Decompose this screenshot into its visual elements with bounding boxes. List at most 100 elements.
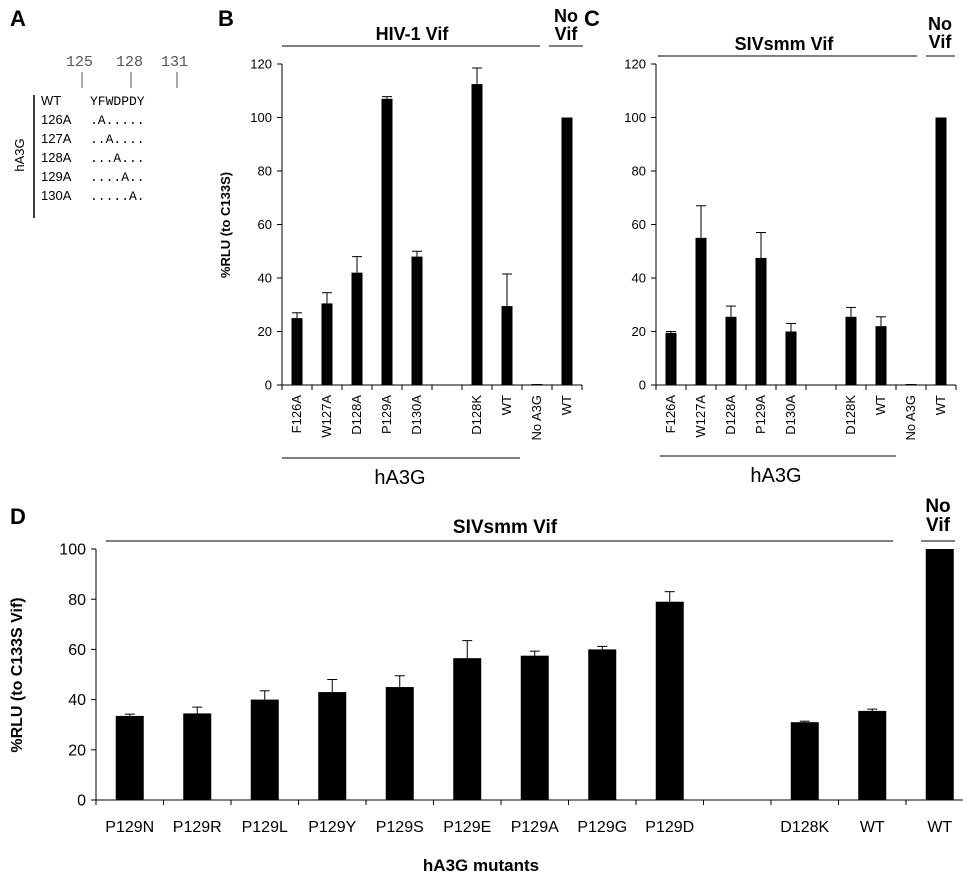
panel-d-novif-label-1: No bbox=[925, 496, 950, 517]
alignment-group-label: hA3G bbox=[12, 138, 27, 171]
x-tick-label: P129S bbox=[376, 819, 424, 836]
panel-c-novif-label-1: No bbox=[928, 14, 952, 34]
bar bbox=[785, 331, 797, 385]
panel-b-chart: HIV-1 Vif No Vif %RLU (to C133S) 0 20 40 60… bbox=[218, 6, 583, 489]
bar bbox=[321, 303, 333, 385]
y-tick-label: 40 bbox=[632, 271, 646, 286]
panel-letter-c: C bbox=[584, 6, 600, 31]
y-tick-label: 80 bbox=[632, 164, 646, 179]
bar bbox=[725, 316, 737, 385]
bar bbox=[385, 687, 414, 800]
bar bbox=[291, 318, 303, 385]
panel-letter-d: D bbox=[10, 504, 26, 529]
panel-c-bars bbox=[665, 117, 947, 385]
x-tick-label: P129A bbox=[379, 395, 394, 434]
position-label-125: 125 bbox=[66, 54, 93, 71]
x-tick-label: WT bbox=[873, 395, 888, 415]
y-tick-label: 80 bbox=[258, 164, 272, 179]
bar bbox=[935, 117, 947, 385]
x-tick-label: No A3G bbox=[529, 395, 544, 441]
panel-d-axes: 0 20 40 60 80 100 P129N P129R P129L P129Y P129S P12… bbox=[59, 542, 963, 836]
bar bbox=[411, 256, 423, 385]
alignment-row-sequence: .A..... bbox=[90, 113, 145, 128]
bar bbox=[318, 692, 347, 800]
panel-b-bottom-group-label: hA3G bbox=[374, 467, 425, 489]
y-tick-label: 100 bbox=[250, 110, 272, 125]
panel-b-y-axis-label: %RLU (to C133S) bbox=[218, 172, 233, 278]
x-tick-label: W127A bbox=[693, 395, 708, 438]
y-tick-label: 40 bbox=[68, 692, 86, 709]
panel-a-alignment: 125 128 131 hA3G WT YFWDPDY 126A .A..... 127… bbox=[12, 54, 188, 218]
bar bbox=[183, 713, 212, 800]
panel-d-group-label: SIVsmm Vif bbox=[453, 517, 558, 538]
panel-d-bars bbox=[115, 549, 954, 800]
y-tick-label: 40 bbox=[258, 271, 272, 286]
bar bbox=[453, 658, 482, 800]
x-tick-label: F126A bbox=[289, 395, 304, 434]
bar bbox=[471, 84, 483, 385]
position-label-131: 131 bbox=[161, 54, 188, 71]
alignment-row-name: 130A bbox=[41, 188, 72, 203]
bar bbox=[250, 699, 279, 800]
y-tick-label: 100 bbox=[59, 542, 86, 559]
panel-c-chart: SIVsmm Vif No Vif 0 20 40 60 80 100 120 F126A W1… bbox=[624, 14, 957, 487]
y-tick-label: 60 bbox=[632, 217, 646, 232]
alignment-row-name: 129A bbox=[41, 169, 72, 184]
x-tick-label: WT bbox=[499, 395, 514, 415]
y-tick-label: 100 bbox=[624, 110, 646, 125]
bar bbox=[905, 384, 917, 385]
alignment-row-name: WT bbox=[41, 93, 61, 108]
y-tick-label: 0 bbox=[265, 378, 272, 393]
x-tick-label: W127A bbox=[319, 395, 334, 438]
x-tick-label: WT bbox=[860, 819, 885, 836]
alignment-row-name: 127A bbox=[41, 131, 72, 146]
y-tick-label: 60 bbox=[258, 217, 272, 232]
y-tick-label: 80 bbox=[68, 592, 86, 609]
x-tick-label: P129N bbox=[105, 819, 154, 836]
panel-b-novif-label-1: No bbox=[554, 6, 578, 26]
x-tick-label: D128K bbox=[469, 395, 484, 435]
bar bbox=[531, 384, 543, 385]
x-tick-label: P129Y bbox=[308, 819, 356, 836]
bar bbox=[790, 722, 819, 800]
y-tick-label: 20 bbox=[632, 324, 646, 339]
panel-d-y-axis-label: %RLU (to C133S Vif) bbox=[9, 597, 26, 752]
panel-c-bottom-group-label: hA3G bbox=[750, 465, 801, 487]
bar bbox=[655, 601, 684, 800]
panel-letter-b: B bbox=[218, 6, 234, 31]
x-tick-label: P129L bbox=[242, 819, 288, 836]
y-tick-label: 20 bbox=[258, 324, 272, 339]
x-tick-label: D128K bbox=[780, 819, 829, 836]
bar bbox=[381, 98, 393, 386]
bar bbox=[845, 316, 857, 385]
y-tick-label: 0 bbox=[77, 793, 86, 810]
panel-d-x-axis-label: hA3G mutants bbox=[423, 856, 539, 875]
position-label-128: 128 bbox=[116, 54, 143, 71]
alignment-row-sequence: ....A.. bbox=[90, 170, 145, 185]
y-tick-label: 20 bbox=[68, 742, 86, 759]
x-tick-label: D130A bbox=[783, 395, 798, 435]
bar bbox=[695, 237, 707, 385]
y-tick-label: 60 bbox=[68, 642, 86, 659]
bar bbox=[665, 332, 677, 385]
bar bbox=[925, 549, 954, 800]
y-tick-label: 0 bbox=[639, 378, 646, 393]
x-tick-label: D128K bbox=[843, 395, 858, 435]
x-tick-label: WT bbox=[927, 819, 952, 836]
panel-b-novif-label-2: Vif bbox=[555, 24, 579, 44]
x-tick-label: D130A bbox=[409, 395, 424, 435]
alignment-row-sequence: .....A. bbox=[90, 189, 145, 204]
alignment-row-sequence: ..A.... bbox=[90, 132, 145, 147]
bar bbox=[115, 715, 144, 800]
panel-c-group-label: SIVsmm Vif bbox=[735, 34, 835, 54]
alignment-row-name: 128A bbox=[41, 150, 72, 165]
x-tick-label: P129G bbox=[577, 819, 627, 836]
alignment-rows: WT YFWDPDY 126A .A..... 127A ..A.... 128A ...A.… bbox=[41, 93, 145, 204]
panel-c-novif-label-2: Vif bbox=[929, 32, 953, 52]
x-tick-label: P129A bbox=[753, 395, 768, 434]
panel-b-bars bbox=[291, 67, 573, 386]
x-tick-label: WT bbox=[559, 395, 574, 415]
panel-letter-a: A bbox=[10, 6, 26, 31]
bar bbox=[351, 272, 363, 385]
x-tick-label: D128A bbox=[723, 395, 738, 435]
